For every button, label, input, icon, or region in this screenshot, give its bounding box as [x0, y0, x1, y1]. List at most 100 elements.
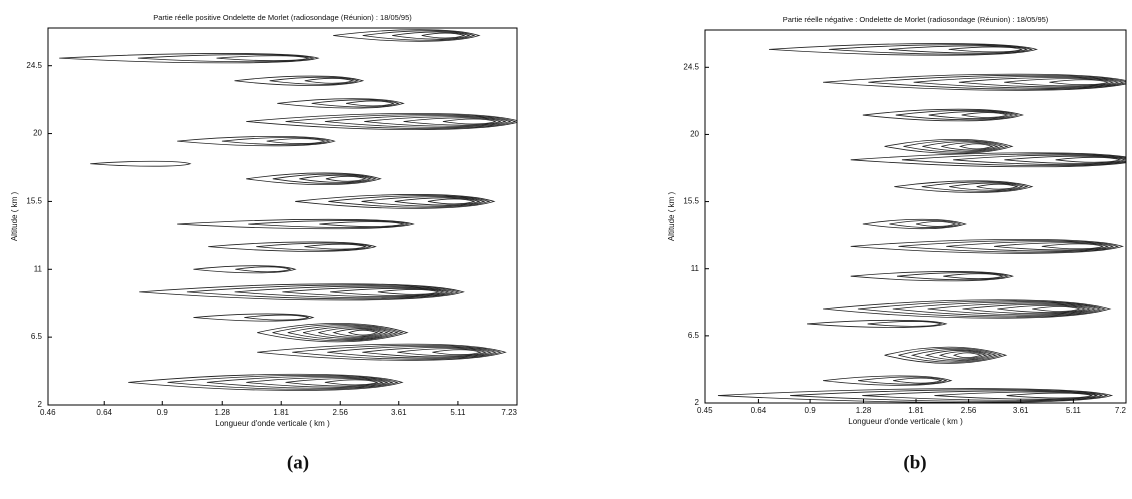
y-axis-label: Altitude ( km ): [667, 191, 676, 241]
contour-line: [823, 73, 1126, 91]
contour-line: [993, 242, 1109, 251]
contour-line: [285, 378, 384, 387]
y-tick-label: 11: [34, 264, 43, 273]
contour-line: [256, 242, 372, 251]
contour-line: [246, 377, 389, 388]
contour-line: [894, 180, 1034, 193]
contour-line: [319, 221, 405, 227]
contour-line: [333, 29, 481, 42]
contour-line: [1004, 155, 1126, 164]
contour-line: [362, 30, 476, 41]
contour-line: [427, 198, 476, 205]
contour-line: [234, 75, 365, 86]
contour-line: [807, 319, 948, 328]
contour-line: [346, 100, 395, 107]
contour-line: [924, 350, 993, 361]
contour-line: [90, 160, 192, 167]
contour-line: [332, 328, 384, 337]
contour-line: [272, 173, 377, 184]
y-tick-label: 20: [690, 130, 699, 139]
x-tick-label: 1.28: [214, 408, 230, 417]
x-tick-label: 3.61: [1013, 406, 1029, 415]
contour-line: [1041, 243, 1104, 250]
contour-line: [235, 266, 292, 273]
contour-line: [216, 55, 310, 62]
x-tick-label: 5.11: [1066, 406, 1082, 415]
contour-line: [1006, 392, 1094, 399]
x-tick-label: 7.2: [1115, 406, 1127, 415]
y-tick-label: 6.5: [688, 331, 700, 340]
x-tick-label: 0.64: [96, 408, 112, 417]
contour-line: [246, 172, 382, 186]
x-tick-label: 1.81: [273, 408, 289, 417]
contour-line: [282, 286, 450, 297]
contour-line: [59, 53, 320, 64]
contour-line: [221, 137, 331, 146]
x-tick-label: 0.45: [697, 406, 713, 415]
contour-line: [896, 272, 1009, 281]
contour-line: [858, 376, 948, 385]
x-tick-label: 2.56: [961, 406, 977, 415]
contour-line: [867, 321, 943, 327]
contour-line: [946, 241, 1114, 252]
contour-line: [928, 111, 1014, 120]
contour-line: [397, 348, 487, 357]
x-tick-label: 0.46: [40, 408, 56, 417]
contour-line: [903, 140, 1009, 153]
contour-line: [421, 32, 466, 39]
contours: [717, 43, 1126, 403]
contour-line: [717, 388, 1114, 403]
contour-line: [244, 314, 310, 321]
contour-line: [364, 116, 507, 127]
contour-line: [862, 390, 1104, 401]
contour-line: [193, 265, 297, 274]
contour-line: [823, 375, 953, 386]
contour-line: [889, 220, 962, 228]
contour-line: [952, 352, 983, 359]
x-tick-label: 1.81: [908, 406, 924, 415]
contour-line: [898, 347, 1003, 363]
contour-line: [177, 136, 336, 147]
contour-line: [892, 301, 1102, 317]
contour-line: [898, 240, 1119, 253]
contour-line: [432, 349, 482, 356]
contour-line: [394, 197, 481, 206]
plot-frame: [704, 29, 1127, 404]
contour-line: [862, 108, 1024, 122]
x-axis-label: Longueur d'onde verticale ( km ): [215, 419, 330, 428]
y-tick-label: 24.5: [683, 62, 699, 71]
contour-line: [915, 221, 957, 227]
contour-line: [193, 313, 315, 322]
contour-line: [325, 175, 367, 182]
x-tick-label: 1.28: [856, 406, 872, 415]
contour-line: [910, 349, 998, 362]
x-axis-label: Longueur d'onde verticale ( km ): [848, 417, 963, 426]
contour-line: [958, 143, 994, 150]
contour-line: [949, 182, 1024, 191]
contour-line: [790, 389, 1109, 402]
contour-line: [318, 327, 389, 338]
contour-line: [277, 98, 405, 109]
contour-line: [442, 118, 497, 125]
contour-line: [285, 114, 517, 129]
x-tick-label: 0.9: [157, 408, 169, 417]
y-tick-label: 2: [38, 400, 43, 409]
contour-line: [403, 117, 502, 126]
y-tick-label: 11: [691, 264, 700, 273]
contour-line: [377, 289, 440, 295]
contour-line: [246, 113, 517, 130]
contour-line: [976, 183, 1019, 190]
contour-line: [868, 74, 1126, 90]
contour-line: [934, 391, 1099, 400]
y-tick-label: 6.5: [31, 332, 43, 341]
contour-line: [167, 375, 399, 390]
contour-line: [287, 325, 399, 340]
contour-line: [269, 76, 360, 85]
contour-line: [958, 77, 1120, 88]
x-tick-label: 5.11: [450, 408, 466, 417]
contour-line: [299, 174, 372, 183]
contour-line: [922, 141, 1004, 152]
x-tick-label: 0.9: [805, 406, 817, 415]
panel-label: (b): [903, 452, 926, 473]
